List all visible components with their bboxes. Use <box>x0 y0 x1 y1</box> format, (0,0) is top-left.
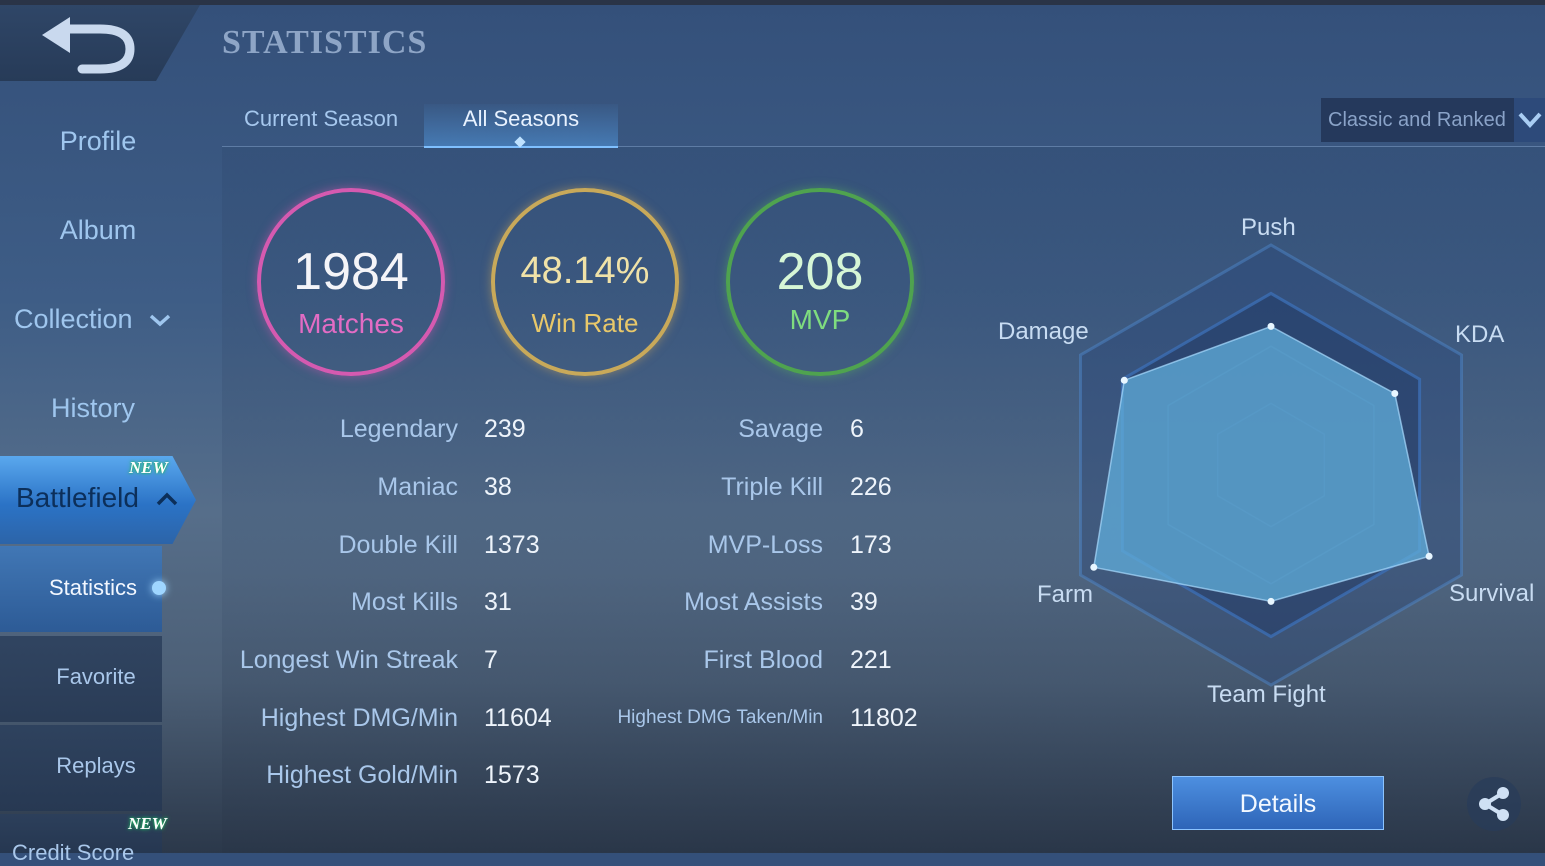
mvp-value: 208 <box>776 243 864 301</box>
ability-radar-chart <box>1079 243 1463 687</box>
active-dot <box>152 581 166 595</box>
stat-value: 11604 <box>484 704 552 732</box>
details-button-label: Details <box>1239 790 1317 818</box>
radar-point <box>1267 597 1275 605</box>
stat-label: Most Assists <box>684 588 823 616</box>
win-rate-label: Win Rate <box>531 308 639 338</box>
page-title: STATISTICS <box>222 24 428 61</box>
stat-label: Longest Win Streak <box>239 646 458 674</box>
new-badge: NEW <box>129 458 168 477</box>
stat-label: Legendary <box>339 415 458 443</box>
subitem-credit-score-label: Credit Score <box>12 840 135 865</box>
stat-label: Highest DMG/Min <box>260 704 458 732</box>
sidebar-item-profile[interactable]: Profile <box>59 126 137 156</box>
details-button[interactable] <box>1172 776 1384 830</box>
radar-point <box>1267 322 1275 330</box>
stat-label: Double Kill <box>338 531 458 559</box>
stat-label: Maniac <box>377 473 458 501</box>
chevron-down-icon <box>1518 112 1542 128</box>
mode-dropdown-value: Classic and Ranked <box>1328 109 1506 131</box>
subitem-statistics-label: Statistics <box>48 575 138 600</box>
stat-label: Most Kills <box>351 588 458 616</box>
stat-value: 239 <box>484 415 526 443</box>
sidebar-item-history[interactable]: History <box>50 393 135 423</box>
radar-label-survival: Survival <box>1449 580 1535 607</box>
back-button[interactable] <box>0 5 200 81</box>
stat-value: 6 <box>850 415 864 443</box>
dropdown-toggle[interactable] <box>1514 98 1545 142</box>
stat-value: 11802 <box>850 704 918 732</box>
chevron-down-icon <box>149 314 171 327</box>
tab-divider <box>222 146 1545 147</box>
stat-value: 1373 <box>484 531 540 559</box>
tab-current-season[interactable]: Current Season <box>244 106 399 131</box>
subitem-replays[interactable] <box>0 725 162 811</box>
stat-value: 31 <box>484 588 512 616</box>
back-arrow-icon <box>42 17 135 74</box>
stat-value: 221 <box>850 646 892 674</box>
tab-all-seasons-label: All Seasons <box>462 106 580 131</box>
stat-value: 38 <box>484 473 512 501</box>
stat-label: First Blood <box>703 646 823 674</box>
stat-label: MVP-Loss <box>707 531 823 559</box>
matches-ring: 1984 Matches <box>257 188 445 376</box>
subitem-favorite-label: Favorite <box>56 664 136 689</box>
radar-point <box>1120 376 1128 384</box>
top-strip <box>0 0 1545 5</box>
sidebar-item-label: Collection <box>14 304 133 334</box>
share-icon <box>1479 787 1509 821</box>
radar-label-kda: KDA <box>1455 321 1505 348</box>
subitem-replays-label: Replays <box>56 753 136 778</box>
sidebar-item-collection[interactable]: Collection <box>14 304 172 335</box>
mvp-ring: 208 MVP <box>726 188 914 376</box>
subitem-favorite[interactable] <box>0 636 162 722</box>
radar-label-team-fight: Team Fight <box>1207 681 1326 708</box>
radar-point <box>1425 552 1433 560</box>
stat-value: 7 <box>484 646 498 674</box>
mvp-label: MVP <box>789 304 851 335</box>
stat-value: 1573 <box>484 761 540 789</box>
stat-label: Highest DMG Taken/Min <box>617 707 823 728</box>
radar-point <box>1391 390 1399 397</box>
subitem-statistics[interactable] <box>0 546 162 632</box>
stat-label: Savage <box>738 415 823 443</box>
radar-point <box>1090 563 1098 571</box>
matches-label: Matches <box>298 308 404 339</box>
radar-label-push: Push <box>1241 214 1296 241</box>
chevron-up-icon <box>156 492 177 506</box>
stat-label: Highest Gold/Min <box>266 761 458 789</box>
share-button[interactable] <box>1467 777 1521 831</box>
win-rate-ring: 48.14% Win Rate <box>491 188 679 376</box>
stat-value: 39 <box>850 588 878 616</box>
stat-value: 173 <box>850 531 892 559</box>
matches-value: 1984 <box>293 243 409 301</box>
stat-value: 226 <box>850 473 892 501</box>
sidebar-item-album[interactable]: Album <box>59 215 137 245</box>
stat-label: Triple Kill <box>721 473 823 501</box>
radar-label-farm: Farm <box>1037 581 1093 608</box>
new-badge: NEW <box>128 814 167 833</box>
sidebar-item-battlefield-label: Battlefield <box>16 482 179 514</box>
radar-label-damage: Damage <box>998 318 1089 345</box>
subitem-credit-score[interactable] <box>0 814 162 853</box>
mode-dropdown[interactable] <box>1321 98 1545 142</box>
win-rate-value: 48.14% <box>520 250 650 292</box>
